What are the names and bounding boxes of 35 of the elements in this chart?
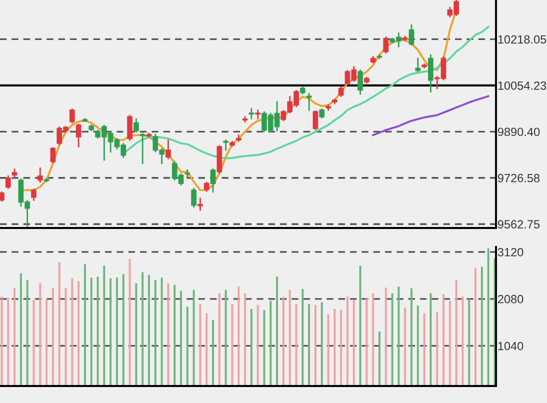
candlestick: [428, 54, 434, 92]
candlestick: [415, 58, 421, 72]
y-tick-label: 3120: [498, 248, 524, 256]
candlestick: [408, 24, 414, 46]
candlestick: [210, 168, 216, 193]
candlestick: [31, 188, 36, 201]
candlestick: [358, 70, 363, 95]
y-tick-label: 9726.58: [498, 174, 540, 182]
candlestick: [191, 188, 196, 208]
y-tick-label: 9562.75: [498, 220, 540, 229]
candlestick: [255, 110, 260, 120]
candlestick: [5, 175, 11, 189]
candlestick: [312, 110, 318, 130]
candlestick: [383, 36, 389, 54]
candlestick: [76, 124, 82, 148]
candlestick: [37, 167, 43, 183]
candlestick: [248, 108, 254, 120]
candlestick: [127, 114, 132, 141]
candlestick: [223, 140, 228, 151]
line-series: [372, 95, 490, 136]
y-tick-label: 1040: [498, 342, 524, 350]
candlestick: [184, 169, 190, 178]
candlestick: [306, 92, 312, 111]
y-tick-label: 9890.40: [498, 128, 540, 136]
candlestick: [140, 133, 146, 164]
candlestick: [166, 140, 171, 160]
candlestick: [236, 134, 242, 142]
y-tick-label: 10054.23: [498, 81, 546, 90]
candlestick: [198, 198, 203, 211]
y-tick-label: 2080: [498, 294, 524, 304]
candlestick: [69, 108, 75, 124]
candlestick: [338, 86, 344, 97]
candlestick: [134, 118, 139, 132]
y-tick-label: 10218.05: [498, 35, 546, 44]
candlestick: [50, 147, 56, 164]
